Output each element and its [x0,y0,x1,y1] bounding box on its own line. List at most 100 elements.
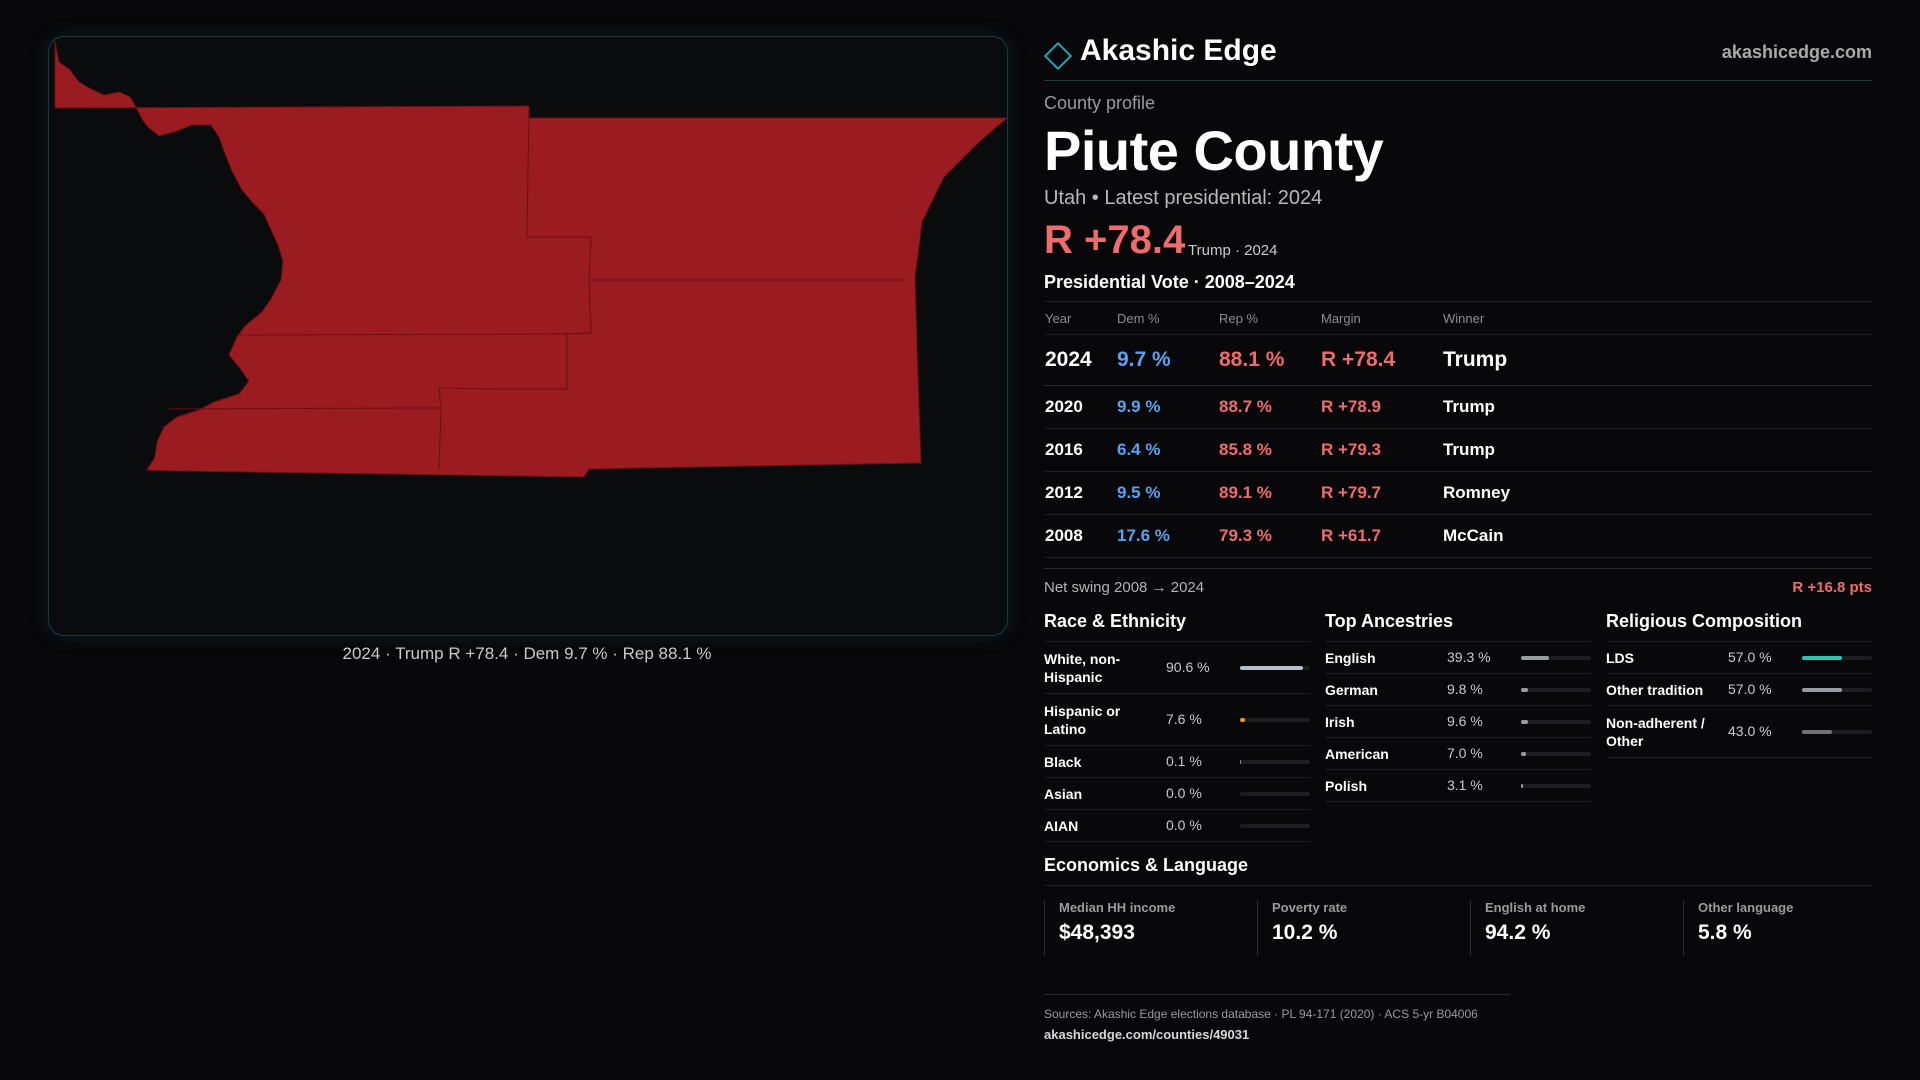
item-bar [1240,718,1310,722]
item-value: 39.3 % [1447,649,1491,665]
econ-stat: Median HH income $48,393 [1044,900,1242,956]
list-item: American 7.0 % [1325,738,1591,770]
list-item: Hispanic or Latino 7.6 % [1044,694,1310,746]
header-year: Year [1044,302,1116,335]
stat-value: 10.2 % [1272,921,1338,944]
item-value: 57.0 % [1728,681,1772,697]
cell-winner: Trump [1442,334,1872,386]
stat-label: Poverty rate [1272,900,1348,915]
table-row: 2008 17.6 % 79.3 % R +61.7 McCain [1044,514,1872,558]
list-item: Irish 9.6 % [1325,706,1591,738]
religion-title: Religious Composition [1606,609,1872,642]
item-label: Black [1044,754,1082,770]
table-row: 2024 9.7 % 88.1 % R +78.4 Trump [1044,334,1872,386]
stat-label: Median HH income [1059,900,1176,915]
race-panel: Race & Ethnicity White, non-Hispanic 90.… [1044,609,1310,842]
item-label: Hispanic or Latino [1044,703,1121,737]
stat-value: 5.8 % [1698,921,1752,944]
cell-margin: R +79.3 [1320,428,1442,472]
header-dem: Dem % [1116,302,1218,335]
cell-margin: R +61.7 [1320,514,1442,558]
table-row: 2020 9.9 % 88.7 % R +78.9 Trump [1044,385,1872,429]
item-label: American [1325,746,1389,762]
brand-header: Akashic Edge akashicedge.com [1043,30,1872,81]
stat-label: English at home [1485,900,1586,915]
cell-year: 2020 [1044,385,1116,429]
item-bar-fill [1521,688,1528,692]
sources-text: Sources: Akashic Edge elections database… [1044,1007,1478,1021]
item-value: 43.0 % [1728,723,1772,739]
stat-label: Other language [1698,900,1794,915]
item-bar [1240,824,1310,828]
item-label: Irish [1325,714,1355,730]
item-bar [1521,688,1591,692]
headline-margin: R +78.4 Trump · 2024 [1044,218,1872,266]
item-value: 90.6 % [1166,659,1210,675]
cell-year: 2024 [1044,334,1116,386]
cell-rep: 89.1 % [1218,471,1320,515]
item-label: German [1325,682,1378,698]
brand-url-link[interactable]: akashicedge.com [1721,42,1872,62]
map-caption: 2024 · Trump R +78.4 · Dem 9.7 % · Rep 8… [342,644,712,663]
margin-value: R +78.4 [1044,218,1186,262]
item-bar [1521,720,1591,724]
header-winner: Winner [1442,302,1872,335]
cell-winner: McCain [1442,514,1872,558]
econ-stat: Other language 5.8 % [1683,900,1881,956]
item-bar-fill [1521,720,1528,724]
stat-value: 94.2 % [1485,921,1551,944]
swing-value: R +16.8 pts [1792,579,1872,596]
item-value: 3.1 % [1447,777,1483,793]
cell-dem: 9.9 % [1116,385,1218,429]
cell-year: 2016 [1044,428,1116,472]
swing-label: Net swing 2008 → 2024 [1044,579,1205,596]
county-subtitle: Utah • Latest presidential: 2024 [1044,187,1323,209]
item-value: 7.6 % [1166,711,1202,727]
list-item: Black 0.1 % [1044,746,1310,778]
cell-dem: 9.5 % [1116,471,1218,515]
item-value: 0.0 % [1166,785,1202,801]
cell-dem: 9.7 % [1116,334,1218,386]
item-value: 0.1 % [1166,753,1202,769]
item-bar-fill [1802,688,1842,692]
cell-dem: 17.6 % [1116,514,1218,558]
item-value: 0.0 % [1166,817,1202,833]
cell-winner: Romney [1442,471,1872,515]
item-label: LDS [1606,650,1634,666]
cell-margin: R +79.7 [1320,471,1442,515]
list-item: Other tradition 57.0 % [1606,674,1872,706]
vote-table-title: Presidential Vote · 2008–2024 [1044,272,1872,302]
cell-year: 2008 [1044,514,1116,558]
list-item: AIAN 0.0 % [1044,810,1310,842]
subdivision-lines [168,105,904,470]
religion-panel: Religious Composition LDS 57.0 % Other t… [1606,609,1872,758]
item-label: AIAN [1044,818,1079,834]
econ-stat: Poverty rate 10.2 % [1257,900,1455,956]
net-swing: Net swing 2008 → 2024 R +16.8 pts [1044,568,1872,603]
diamond-logo-icon [1043,41,1073,71]
econ-stat: English at home 94.2 % [1470,900,1668,956]
table-row: 2016 6.4 % 85.8 % R +79.3 Trump [1044,428,1872,472]
item-bar [1240,792,1310,796]
item-bar [1802,656,1872,660]
item-label: Polish [1325,778,1368,794]
ancestry-title: Top Ancestries [1325,609,1591,642]
item-bar [1802,688,1872,692]
cell-year: 2012 [1044,471,1116,515]
item-bar-fill [1521,656,1549,660]
cell-dem: 6.4 % [1116,428,1218,472]
county-url-link[interactable]: akashicedge.com/counties/49031 [1044,1027,1250,1042]
county-map [54,40,1007,478]
cell-winner: Trump [1442,428,1872,472]
county-map-panel [48,36,1008,636]
item-value: 57.0 % [1728,649,1772,665]
economics-panel: Median HH income $48,393 Poverty rate 10… [1044,886,1872,966]
item-label: English [1325,650,1376,666]
ancestry-panel: Top Ancestries English 39.3 % German 9.8… [1325,609,1591,802]
item-label: Non-adherent / Other [1606,715,1705,749]
list-item: Asian 0.0 % [1044,778,1310,810]
demographics-section: Race & Ethnicity White, non-Hispanic 90.… [1044,609,1872,849]
cell-rep: 88.7 % [1218,385,1320,429]
cell-margin: R +78.4 [1320,334,1442,386]
list-item: Non-adherent / Other 43.0 % [1606,706,1872,758]
